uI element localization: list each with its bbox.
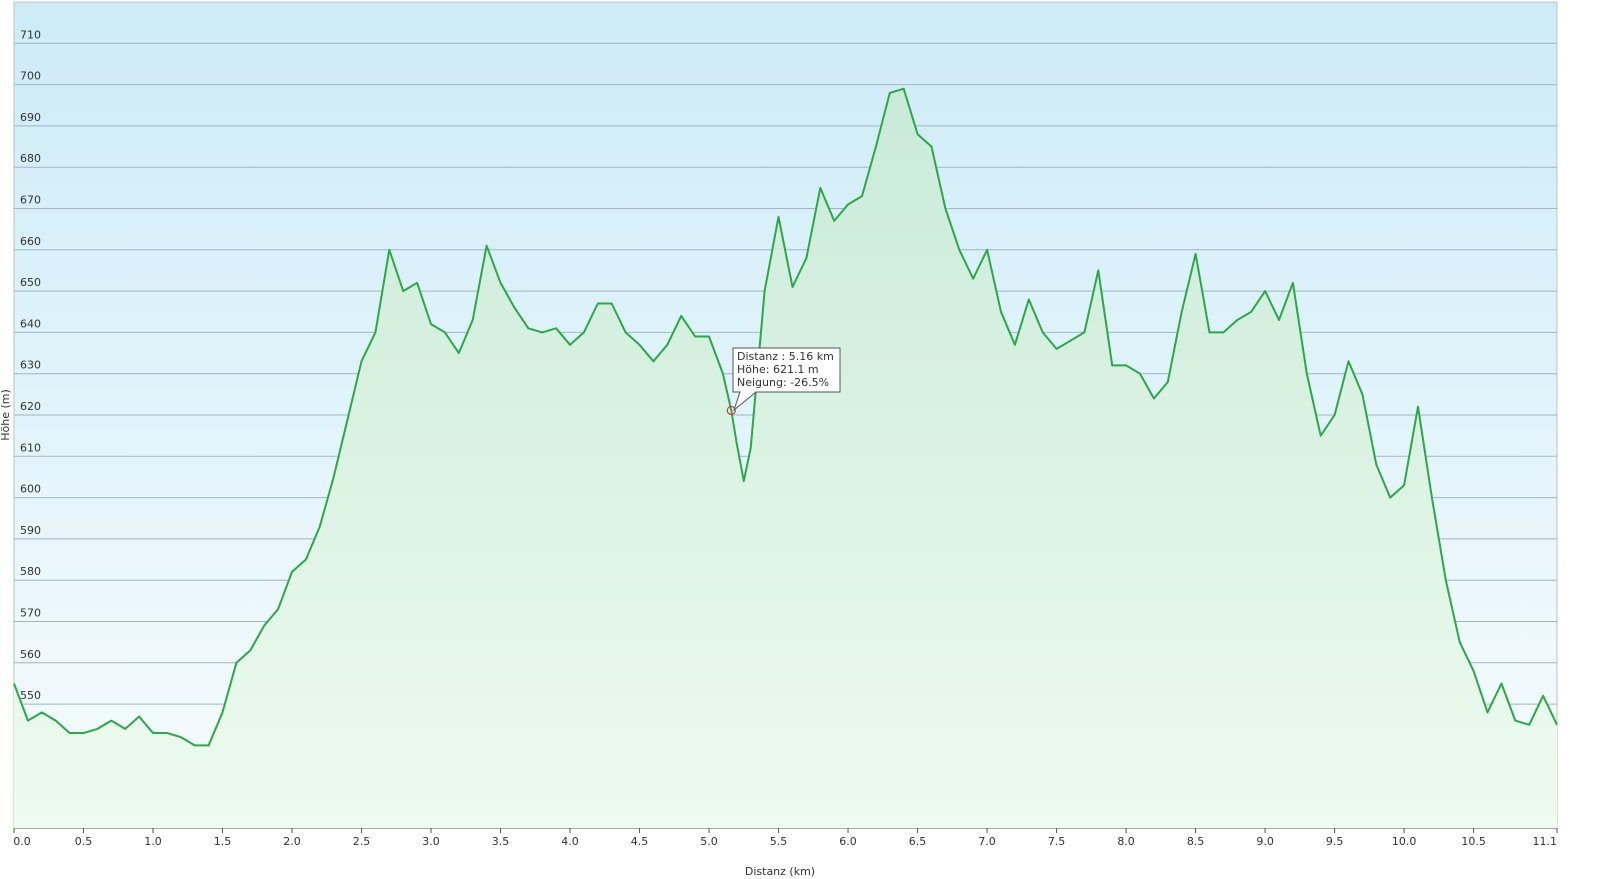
- x-tick-label: 1.5: [214, 835, 232, 848]
- y-tick-label: 680: [20, 152, 41, 165]
- x-tick-label: 2.5: [353, 835, 371, 848]
- x-tick-label: 4.5: [631, 835, 649, 848]
- x-tick-label: 9.5: [1326, 835, 1344, 848]
- x-tick-label: 7.5: [1048, 835, 1066, 848]
- y-tick-label: 710: [20, 28, 41, 41]
- y-tick-label: 580: [20, 565, 41, 578]
- y-tick-label: 650: [20, 276, 41, 289]
- x-tick-label: 3.0: [422, 835, 440, 848]
- elevation-line: [13, 87, 1558, 747]
- tooltip: Distanz : 5.16 km Höhe: 621.1 m Neigung:…: [732, 347, 841, 412]
- x-tick-label: 6.5: [909, 835, 927, 848]
- x-tick-label: 8.5: [1187, 835, 1205, 848]
- y-tick-label: 660: [20, 235, 41, 248]
- x-tick-label: 0.0: [13, 835, 31, 848]
- x-axis-label: Distanz (km): [745, 865, 815, 878]
- x-tick-label: 10.5: [1461, 835, 1486, 848]
- x-tick-label: 8.0: [1117, 835, 1135, 848]
- x-tick-label: 5.5: [770, 835, 788, 848]
- y-tick-label: 620: [20, 400, 41, 413]
- x-tick-label: 11.1: [1533, 835, 1558, 848]
- y-tick-label: 670: [20, 194, 41, 207]
- tooltip-line: Höhe: 621.1 m: [737, 363, 819, 376]
- area-fill: [14, 88, 1557, 828]
- x-tick-label: 2.0: [283, 835, 301, 848]
- tooltip-box: [732, 347, 841, 412]
- y-tick-label: 640: [20, 317, 41, 330]
- y-axis-label: Höhe (m): [0, 389, 12, 441]
- y-tick-label: 630: [20, 359, 41, 372]
- y-tick-label: 550: [20, 689, 41, 702]
- x-tick-label: 3.5: [492, 835, 510, 848]
- x-tick-label: 1.0: [144, 835, 162, 848]
- y-tick-label: 590: [20, 524, 41, 537]
- y-tick-label: 570: [20, 607, 41, 620]
- y-tick-label: 690: [20, 111, 41, 124]
- x-tick-label: 4.0: [561, 835, 579, 848]
- x-tick-label: 7.0: [978, 835, 996, 848]
- y-tick-label: 610: [20, 441, 41, 454]
- x-tick-label: 9.0: [1256, 835, 1274, 848]
- x-tick-label: 0.5: [75, 835, 93, 848]
- y-tick-label: 600: [20, 483, 41, 496]
- y-tick-label: 560: [20, 648, 41, 661]
- x-tick-label: 10.0: [1392, 835, 1417, 848]
- y-tick-label: 700: [20, 70, 41, 83]
- x-tick-label: 6.0: [839, 835, 857, 848]
- tooltip-line: Neigung: -26.5%: [737, 376, 829, 389]
- x-tick-label: 5.0: [700, 835, 718, 848]
- tooltip-line: Distanz : 5.16 km: [737, 350, 834, 363]
- highlight-marker: [726, 405, 736, 416]
